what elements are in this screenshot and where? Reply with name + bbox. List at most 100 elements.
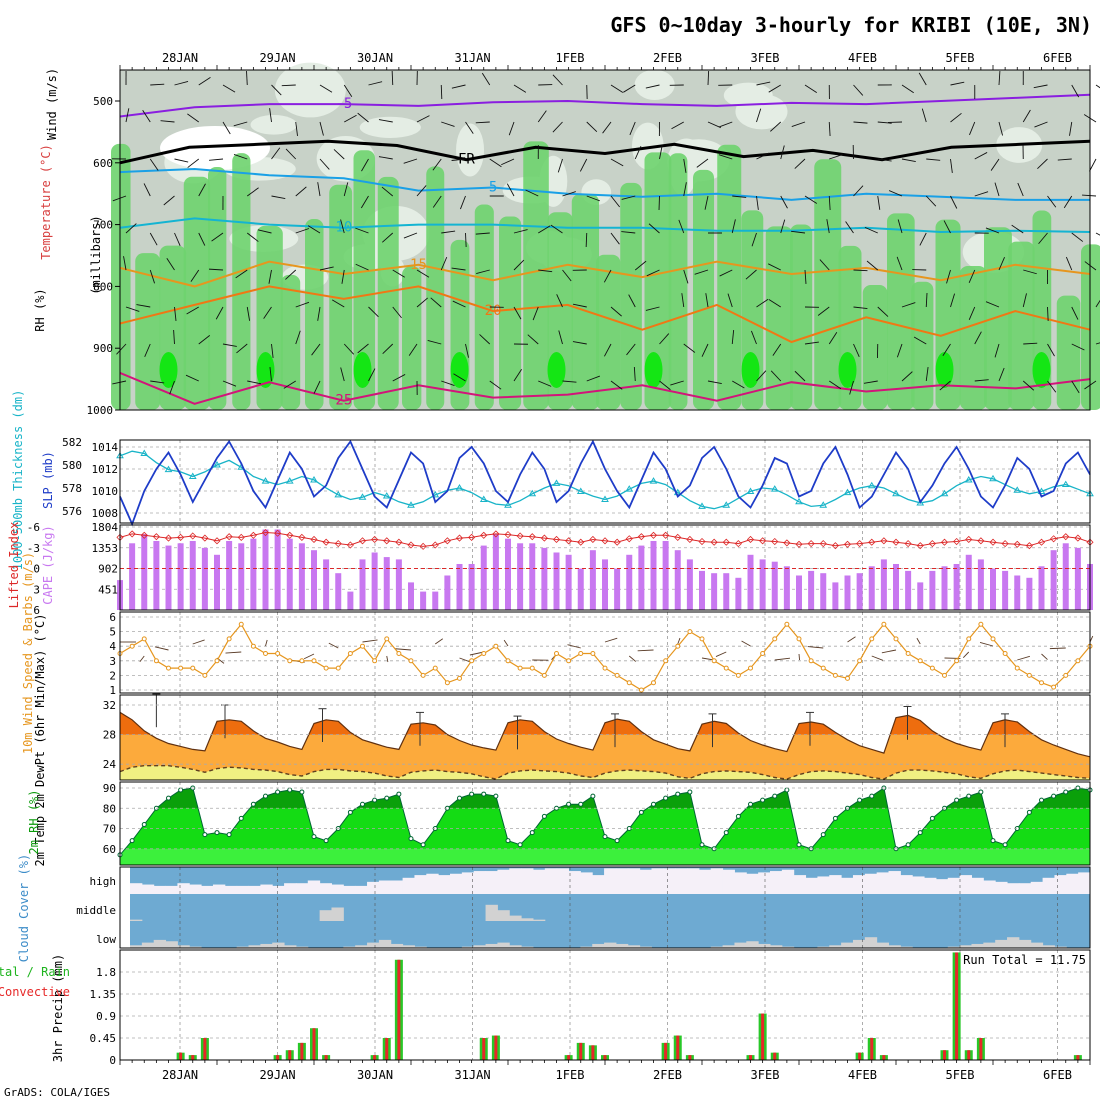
- cloud-cell-high-cover: [248, 885, 261, 894]
- cloud-cell-high-cover: [841, 877, 854, 894]
- wind-barb: [780, 219, 786, 234]
- wind-barb: [572, 341, 587, 345]
- wind-barb: [681, 293, 685, 308]
- date-label-top: 4FEB: [848, 51, 877, 65]
- cloud-cell-high-clear: [995, 867, 1008, 884]
- cape-bar: [286, 538, 293, 610]
- li-marker: [746, 535, 755, 544]
- wind-barb: [628, 294, 636, 308]
- cloud-cell-high-clear: [390, 867, 404, 882]
- wind-barb: [1089, 158, 1097, 172]
- wind-barb: [829, 154, 843, 160]
- li-marker: [856, 540, 864, 548]
- wind-barb: [538, 380, 552, 387]
- wind-speed-marker: [772, 636, 778, 642]
- wind-barb: [562, 380, 577, 383]
- wind-barb: [381, 232, 394, 243]
- wind-speed-marker: [275, 651, 281, 656]
- wind-barb: [1023, 269, 1037, 275]
- rh-marker: [602, 834, 608, 840]
- thickness-marker: [625, 485, 634, 492]
- wind-speed-marker: [1039, 680, 1044, 686]
- li-marker: [492, 530, 500, 538]
- cloud-cell-high-cover: [260, 884, 273, 894]
- wind-barb: [317, 306, 321, 321]
- rh-marker: [590, 793, 596, 799]
- li-marker: [164, 534, 173, 542]
- cape-bar: [953, 563, 960, 610]
- cloud-cell-high-cover: [710, 868, 724, 894]
- rh-marker: [214, 830, 220, 836]
- wind-barb: [557, 158, 563, 173]
- wind-barb: [901, 371, 913, 382]
- wind-barb: [513, 259, 525, 271]
- wind-speed-marker: [481, 651, 487, 656]
- wind-speed-marker: [1051, 684, 1057, 690]
- wind-barb: [475, 121, 490, 124]
- precip-convective-bar: [979, 1038, 983, 1060]
- rh-dry-area: [456, 123, 485, 177]
- li-marker: [759, 537, 767, 545]
- rh-marker: [699, 842, 705, 848]
- wind-barb: [1047, 306, 1049, 322]
- wind-barb: [678, 219, 685, 234]
- temperature-label: Temperature (°C): [39, 144, 53, 260]
- cloud-cell-high-cover: [532, 869, 546, 894]
- thickness-marker: [770, 485, 779, 492]
- date-label-bottom: 31JAN: [454, 1068, 490, 1082]
- wind-barb: [634, 260, 647, 271]
- cloud-cell-high-clear: [450, 867, 463, 876]
- wind-barb: [659, 333, 670, 345]
- cloud-cell-high-cover: [343, 885, 356, 894]
- li-tick-label: -3: [27, 542, 40, 555]
- cloud-cell-high-cover: [781, 869, 795, 894]
- wind-barb: [368, 306, 379, 318]
- cloud-cell-high-clear: [497, 867, 510, 873]
- cape-bar: [711, 573, 718, 610]
- cloud-cell-high-cover: [817, 876, 830, 894]
- wind-tick-label: 6: [109, 611, 116, 624]
- cloud-cell-high-clear: [414, 867, 427, 877]
- cape-tick-label: 902: [98, 563, 118, 576]
- cloud-cell-low: [604, 942, 617, 948]
- cloud-cell-high-clear: [532, 867, 546, 873]
- cape-bar: [808, 570, 815, 610]
- cloud-cell-high-clear: [947, 867, 961, 880]
- wind-barb: [919, 232, 927, 246]
- cloud-cell-low: [402, 945, 415, 948]
- wind-barb: [451, 158, 466, 161]
- wind-barb: [1065, 256, 1073, 271]
- wind-speed-marker: [493, 643, 499, 649]
- cloud-cell-high-cover: [722, 869, 735, 894]
- wind-barb: [1057, 158, 1072, 161]
- wind-barb: [465, 232, 467, 248]
- cape-bar: [153, 540, 160, 610]
- wind-barb: [357, 112, 369, 123]
- slp-thickness-panel: 582 580 578 576 1014 1012 1010 1008 1000-500mb T…: [11, 390, 1094, 570]
- wind-barb: [149, 269, 155, 284]
- precip-convective-bar: [749, 1055, 752, 1060]
- wind-speed-marker: [929, 665, 935, 671]
- cloud-cell-low: [900, 946, 913, 948]
- wind-barb: [403, 232, 418, 239]
- rh-moist-column: [887, 213, 915, 410]
- wind10m-barb: [798, 653, 801, 661]
- wind-barb: [416, 115, 430, 123]
- cape-bar: [347, 591, 354, 610]
- wind-barb: [1082, 194, 1097, 197]
- rh-moist-column: [571, 194, 600, 410]
- upper-air-panel: -5 FR 5 10 15 20 25 500 600 700 800 900 1000 Wind (m/…: [33, 62, 1100, 417]
- temp-line: [119, 711, 1091, 758]
- cloud-cell-high-cover: [651, 868, 664, 894]
- wind-barb: [853, 185, 864, 197]
- rh-marker: [384, 795, 390, 801]
- rh-marker: [820, 832, 826, 838]
- precip-convective-bar: [567, 1055, 571, 1060]
- temp-tick-label: 24: [103, 758, 117, 771]
- cape-bar: [856, 573, 863, 610]
- precip-convective-bar: [688, 1055, 692, 1060]
- date-label-top: 1FEB: [556, 51, 585, 65]
- wind-barb: [756, 298, 769, 308]
